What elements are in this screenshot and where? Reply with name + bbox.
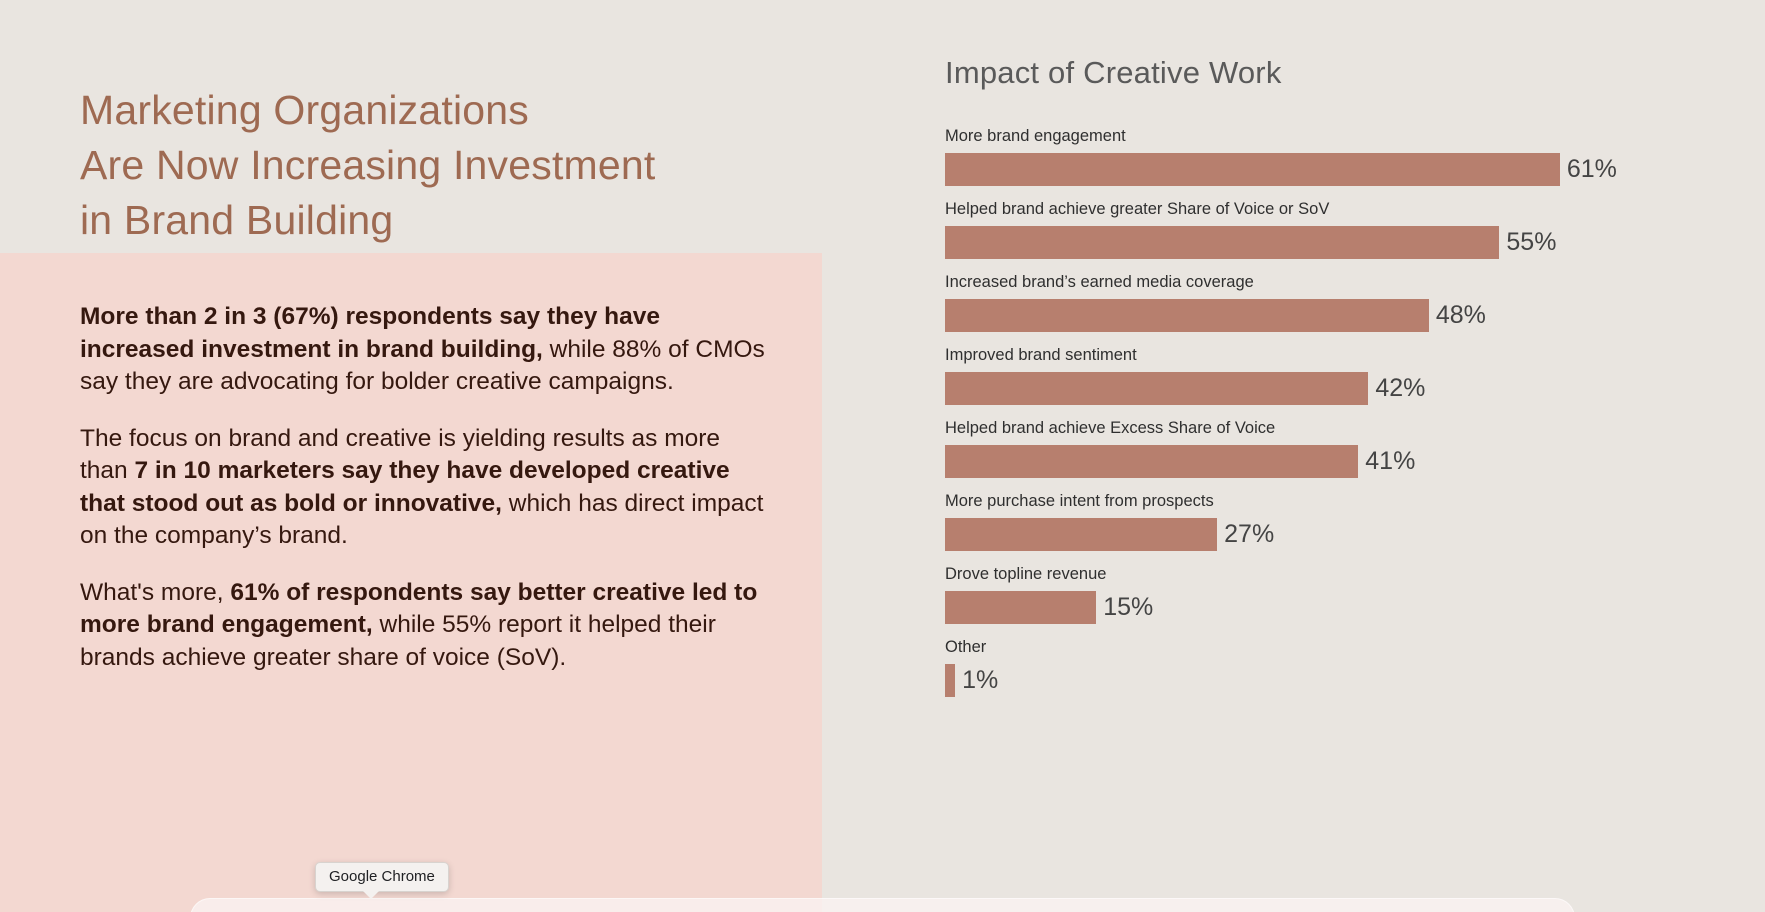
bar-fill: [945, 299, 1429, 332]
bar-category-label: Other: [945, 638, 987, 656]
bar-value-label: 41%: [1365, 447, 1416, 475]
bar-group: More brand engagement 61%: [945, 126, 1755, 186]
bar-row: 1%: [945, 664, 1755, 697]
bar-row: 41%: [945, 445, 1755, 478]
bar-row: 48%: [945, 299, 1755, 332]
bar-fill: [945, 372, 1369, 405]
chart-title: Impact of Creative Work: [945, 55, 1282, 90]
bar-row: 55%: [945, 226, 1755, 259]
body-paragraph: What's more, 61% of respondents say bett…: [80, 577, 770, 675]
bar-row: 42%: [945, 372, 1755, 405]
body-text: while 88% of CMOs say they are advocatin…: [80, 335, 765, 396]
body-copy: More than 2 in 3 (67%) respondents say t…: [80, 301, 770, 698]
bar-group: Increased brand’s earned media coverage 4…: [945, 272, 1755, 332]
bar-group: More purchase intent from prospects 27%: [945, 491, 1755, 551]
chart-panel: Impact of Creative Work More brand engag…: [822, 0, 1765, 912]
bar-group: Helped brand achieve Excess Share of Voi…: [945, 418, 1755, 478]
bar-fill: [945, 664, 956, 697]
bar-value-label: 48%: [1435, 301, 1486, 329]
bar-category-label: Helped brand achieve Excess Share of Voi…: [945, 419, 1276, 437]
bar-row: 15%: [945, 591, 1755, 624]
bar-value-label: 55%: [1506, 228, 1557, 256]
body-text: What's more,: [80, 578, 231, 606]
bar-value-label: 42%: [1375, 374, 1426, 402]
bar-group: Helped brand achieve greater Share of Vo…: [945, 199, 1755, 259]
bar-row: 61%: [945, 153, 1755, 186]
bar-category-label: More brand engagement: [945, 127, 1126, 145]
bar-category-label: Improved brand sentiment: [945, 346, 1137, 364]
bar-value-label: 15%: [1103, 593, 1154, 621]
body-text: The focus on brand and creative is yield…: [80, 424, 721, 485]
bar-value-label: 27%: [1224, 520, 1275, 548]
body-text: which has direct impact on the company’s…: [80, 489, 764, 550]
bar-value-label: 1%: [962, 666, 999, 694]
bar-group: Drove topline revenue 15%: [945, 564, 1755, 624]
highlight-panel: More than 2 in 3 (67%) respondents say t…: [0, 253, 822, 912]
bar-fill: [945, 445, 1359, 478]
bar-category-label: More purchase intent from prospects: [945, 492, 1214, 510]
bar-value-label: 61%: [1566, 155, 1617, 183]
macos-dock[interactable]: [190, 898, 1575, 912]
body-paragraph: More than 2 in 3 (67%) respondents say t…: [80, 301, 770, 399]
bar-fill: [945, 226, 1500, 259]
bar-fill: [945, 591, 1097, 624]
bar-category-label: Drove topline revenue: [945, 565, 1107, 583]
emphasis-text: 7 in 10 marketers say they have develope…: [80, 457, 730, 517]
body-text: while 55% report it helped their brands …: [80, 611, 716, 671]
page-title: Marketing Organizations Are Now Increasi…: [80, 87, 656, 244]
left-column: Marketing Organizations Are Now Increasi…: [0, 0, 822, 912]
dock-tooltip-google-chrome: Google Chrome: [315, 862, 449, 899]
emphasis-text: More than 2 in 3 (67%) respondents say t…: [80, 303, 661, 363]
body-paragraph: The focus on brand and creative is yield…: [80, 423, 770, 553]
bar-chart: More brand engagement 61% Helped brand ach…: [945, 126, 1755, 710]
bar-row: 27%: [945, 518, 1755, 551]
emphasis-text: 61% of respondents say better creative l…: [80, 578, 758, 639]
bar-fill: [945, 153, 1560, 186]
bar-group: Improved brand sentiment 42%: [945, 345, 1755, 405]
bar-category-label: Helped brand achieve greater Share of Vo…: [945, 200, 1330, 218]
bar-category-label: Increased brand’s earned media coverage: [945, 273, 1254, 291]
bar-fill: [945, 518, 1218, 551]
bar-group: Other 1%: [945, 637, 1755, 697]
